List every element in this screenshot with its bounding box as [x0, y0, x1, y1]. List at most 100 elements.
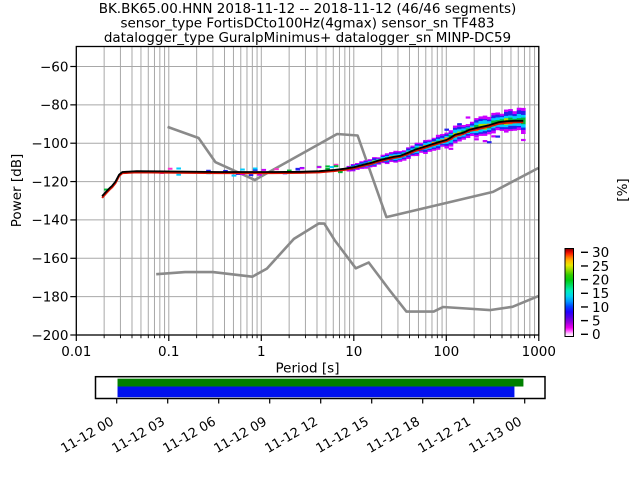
histogram-cell: [359, 167, 364, 169]
histogram-cell: [363, 162, 369, 164]
histogram-cell: [295, 168, 301, 171]
histogram-cell: [355, 164, 360, 166]
histogram-cell: [376, 162, 381, 165]
histogram-cell: [435, 134, 441, 138]
histogram-cell: [418, 142, 424, 145]
histogram-cell: [474, 118, 479, 121]
histogram-cell: [486, 116, 492, 120]
histogram-cell: [461, 124, 467, 128]
histogram-cell: [486, 131, 492, 135]
histogram-cell: [461, 126, 467, 129]
histogram-cell: [491, 117, 496, 121]
histogram-cell: [431, 140, 437, 142]
histogram-cell: [457, 128, 462, 132]
histogram-cell: [325, 167, 330, 170]
y-tick-label: −160: [31, 251, 68, 267]
histogram-cell: [367, 159, 373, 161]
psd-lines: [101, 119, 524, 199]
histogram-cell: [461, 128, 467, 131]
y-tick-label: −120: [31, 174, 68, 190]
histogram-cell: [350, 163, 356, 165]
histogram-cell: [384, 161, 390, 163]
histogram-cell: [521, 129, 526, 135]
histogram-cell: [376, 163, 381, 165]
histogram-cell: [512, 123, 518, 127]
histogram-cell: [478, 120, 484, 124]
colorbar-bar: [564, 248, 574, 337]
histogram-cell: [363, 160, 369, 163]
histogram-cell: [401, 151, 407, 154]
coverage-processed: [117, 378, 524, 387]
histogram-cell: [286, 169, 292, 172]
histogram-cell: [401, 158, 407, 161]
histogram-cell: [401, 151, 407, 153]
histogram-cell: [482, 118, 488, 121]
noise-model-high-nhnm: [167, 125, 539, 219]
histogram-cell: [206, 169, 211, 172]
histogram-cell: [401, 150, 407, 152]
histogram-cell: [461, 134, 467, 137]
tick-labels: 0.01 0.1 1 10 100 1000 −60 −80 −100 −120 −140 −160 −…: [31, 59, 556, 360]
y-tick-label: −100: [31, 136, 68, 152]
histogram-cell: [316, 166, 322, 169]
colorbar-label: [%]: [615, 178, 631, 201]
histogram-cell: [440, 145, 445, 147]
histogram-cell: [338, 171, 343, 174]
histogram-cell: [486, 130, 492, 133]
histogram-cell: [223, 169, 228, 172]
noise-model-curves: [156, 125, 539, 313]
histogram-cell: [482, 123, 488, 127]
histogram-cell: [452, 127, 458, 130]
histogram-cell: [469, 131, 475, 134]
histogram-cell: [435, 144, 441, 147]
histogram-cell: [380, 155, 386, 157]
histogram-cell: [427, 141, 433, 145]
histogram-cell: [465, 126, 471, 129]
histogram-cell: [372, 157, 377, 160]
histogram-cell: [384, 155, 390, 158]
histogram-cell: [461, 137, 467, 140]
histogram-outlier-cell: [444, 128, 450, 131]
histogram-cell: [512, 128, 518, 131]
x-tick-label: 1000: [522, 344, 556, 360]
histogram-cell: [486, 120, 492, 124]
histogram-cell: [508, 124, 513, 127]
x-axis-label: Period [s]: [276, 361, 340, 377]
histogram-cell: [414, 153, 420, 155]
histogram-cell: [512, 111, 518, 115]
histogram-cell: [474, 135, 479, 138]
histogram-cell: [503, 117, 509, 122]
histogram-cell: [248, 174, 254, 177]
histogram-cell: [452, 125, 458, 128]
histogram-cell: [435, 136, 441, 139]
histogram-cell: [372, 165, 377, 167]
histogram-cell: [448, 132, 454, 134]
noise-model-low-nlnm: [156, 222, 539, 313]
histogram-cell: [427, 140, 433, 143]
histogram-cell: [431, 147, 437, 150]
histogram-cell: [329, 166, 335, 169]
histogram-cell: [448, 144, 454, 147]
histogram-cell: [444, 135, 450, 138]
histogram-cell: [465, 125, 471, 128]
y-tick-label: −180: [31, 289, 68, 305]
histogram-cell: [104, 188, 109, 191]
histogram-cell: [452, 139, 458, 142]
histogram-cell: [491, 114, 496, 119]
histogram-cell: [474, 132, 479, 136]
histogram-cell: [359, 161, 364, 163]
histogram-cell: [508, 110, 513, 116]
histogram-cell: [372, 157, 377, 159]
histogram-cell: [516, 109, 522, 114]
histogram-cell: [418, 145, 424, 147]
histogram-cell: [465, 124, 471, 127]
histogram-cell: [457, 126, 462, 130]
histogram-cell: [508, 125, 513, 130]
histogram-cell: [414, 150, 420, 154]
histogram-cell: [406, 149, 411, 152]
histogram-outlier-cell: [465, 116, 471, 119]
histogram-cell: [418, 151, 424, 153]
histogram-cell: [444, 132, 450, 135]
x-tick-label: 10: [345, 344, 362, 360]
